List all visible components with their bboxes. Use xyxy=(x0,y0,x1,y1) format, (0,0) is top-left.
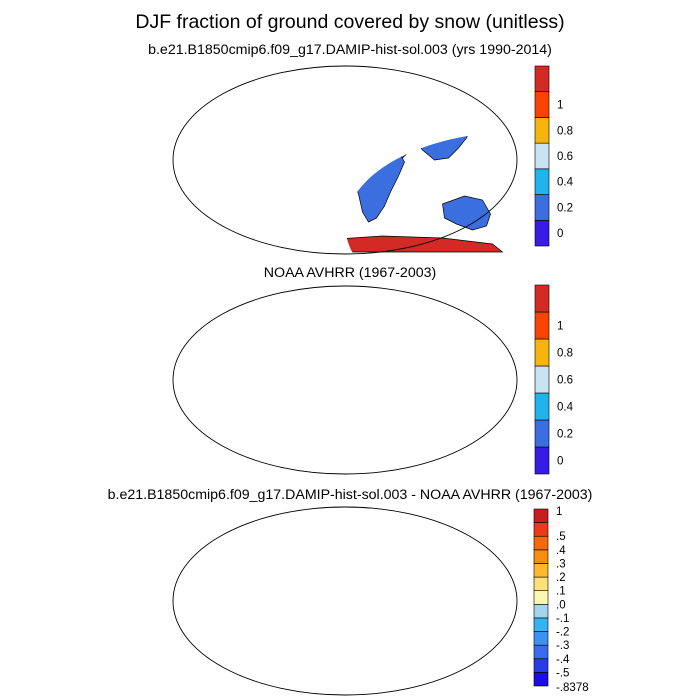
colorbar-swatch xyxy=(534,219,550,247)
colorbar-label: 0 xyxy=(557,456,563,468)
colorbar-swatch xyxy=(533,604,549,619)
map-panel-3 xyxy=(172,506,518,696)
colorbar-label: 1 xyxy=(557,100,563,112)
colorbar-label: 0.2 xyxy=(557,202,573,214)
colorbar-label: -.4 xyxy=(556,654,570,666)
colorbar-label: 0.4 xyxy=(557,402,574,414)
panel-2-title: NOAA AVHRR (1967-2003) xyxy=(263,265,437,281)
colorbar-label: 1 xyxy=(557,321,563,333)
colorbar-swatch xyxy=(534,338,550,367)
colorbar-label: .2 xyxy=(556,572,566,584)
panel-1-title: b.e21.B1850cmip6.f09_g17.DAMIP-hist-sol.… xyxy=(148,42,552,58)
figure-title: DJF fraction of ground covered by snow (… xyxy=(135,11,565,33)
colorbar-swatch xyxy=(533,644,549,660)
colorbar-label: -.1 xyxy=(556,613,569,625)
colorbar-swatch xyxy=(533,563,549,578)
colorbar-label: 0 xyxy=(557,228,563,240)
colorbar-panel-2: 0 0.2 0.4 0.6 0.8 1 xyxy=(534,284,574,475)
colorbar-swatch xyxy=(534,117,550,144)
colorbar-label: .5 xyxy=(556,531,566,543)
colorbar-swatch xyxy=(534,392,550,421)
colorbar-label: 0.8 xyxy=(557,125,573,137)
colorbar-swatch xyxy=(533,508,549,523)
colorbar-swatch xyxy=(533,617,549,632)
colorbar-swatch xyxy=(534,311,550,340)
colorbar-label: -.3 xyxy=(556,640,569,652)
colorbar-label: 0.8 xyxy=(557,348,573,360)
colorbar-panel-1: 0 0.2 0.4 0.6 0.8 1 xyxy=(534,65,574,247)
colorbar-swatch xyxy=(533,672,549,687)
colorbar-swatch xyxy=(533,590,549,605)
colorbar-swatch xyxy=(534,142,550,170)
colorbar-swatch xyxy=(534,91,550,118)
colorbar-label: 0.2 xyxy=(557,429,573,441)
colorbar-label: .1 xyxy=(556,586,566,598)
colorbar-swatch xyxy=(534,446,550,475)
colorbar-swatch xyxy=(534,194,550,221)
colorbar-label: -.5 xyxy=(556,667,569,679)
colorbar-label: -.8378 xyxy=(556,682,589,694)
colorbar-label: 0.4 xyxy=(557,177,574,189)
colorbar-swatch xyxy=(534,168,550,195)
colorbar-swatch xyxy=(533,549,549,564)
colorbar-swatch xyxy=(533,658,549,673)
colorbar-swatch xyxy=(534,284,550,313)
panel-3-title: b.e21.B1850cmip6.f09_g17.DAMIP-hist-sol.… xyxy=(107,487,593,503)
colorbar-swatch xyxy=(534,365,550,394)
colorbar-label: -.2 xyxy=(556,627,569,639)
colorbar-label: .4 xyxy=(556,545,566,557)
colorbar-panel-3: -.8378 -.5-.4 -.3-.2 -.1 .0.1 .2 .3.4 .5 1 xyxy=(533,506,589,694)
colorbar-swatch xyxy=(533,576,549,591)
map-panel-1 xyxy=(172,65,518,293)
colorbar-label: 0.6 xyxy=(557,375,573,387)
map-panel-2 xyxy=(172,285,518,475)
colorbar-swatch xyxy=(533,631,549,646)
colorbar-swatch xyxy=(533,522,549,537)
colorbar-label: 0.6 xyxy=(557,151,573,163)
colorbar-label: .3 xyxy=(556,558,566,570)
colorbar-swatch xyxy=(534,65,550,93)
colorbar-label: .0 xyxy=(556,599,566,611)
colorbar-swatch xyxy=(534,419,550,448)
colorbar-label: 1 xyxy=(556,506,562,518)
colorbar-swatch xyxy=(533,535,549,551)
